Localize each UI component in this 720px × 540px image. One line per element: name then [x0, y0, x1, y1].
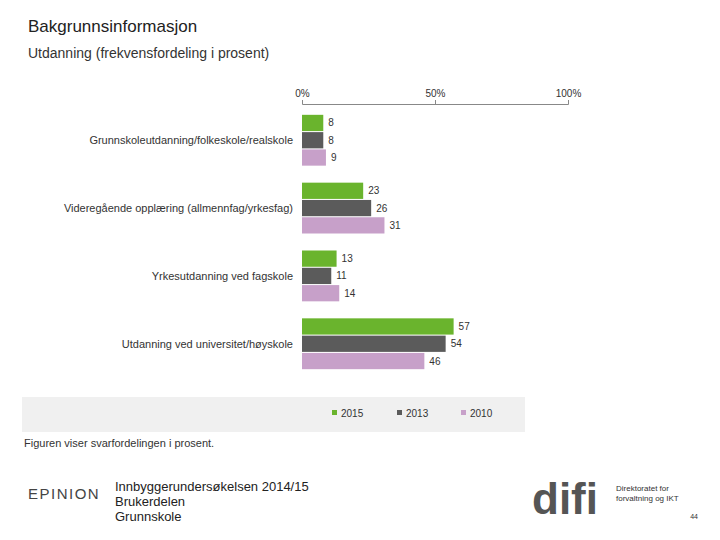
- axis-line: [303, 100, 569, 105]
- data-label: 46: [429, 356, 441, 367]
- right-logo-text: forvaltning og IKT: [616, 494, 679, 503]
- data-label: 57: [459, 321, 471, 332]
- bars: [302, 115, 454, 369]
- tick-mark: [302, 100, 303, 104]
- data-label: 8: [328, 117, 334, 128]
- data-labels: 8 23 13 57 8 26 11 54 9 31 14 46: [328, 117, 470, 366]
- tick-mark: [435, 100, 436, 104]
- tick-mark: [568, 100, 569, 104]
- left-logo: EPINION: [28, 485, 100, 502]
- category-label: Utdanning ved universitet/høyskole: [122, 338, 293, 350]
- chart: Bakgrunnsinformasjon Utdanning (frekvensf…: [0, 0, 720, 540]
- footer-line: Grunnskole: [115, 509, 181, 524]
- title: Bakgrunnsinformasjon: [28, 17, 197, 36]
- legend-marker: [397, 410, 402, 415]
- bar: [302, 250, 337, 266]
- right-logo-text: Direktoratet for: [616, 484, 669, 493]
- tick: 0%: [295, 88, 310, 104]
- data-label: 11: [336, 270, 347, 281]
- tick: 100%: [556, 88, 582, 104]
- data-label: 8: [328, 135, 334, 146]
- bar: [302, 149, 326, 165]
- tick-label: 0%: [295, 88, 310, 99]
- page-number: 44: [690, 513, 698, 520]
- category-label: Yrkesutdanning ved fagskole: [152, 270, 293, 282]
- category-label: Grunnskoleutdanning/folkeskole/realskole: [89, 134, 293, 146]
- subtitle: Utdanning (frekvensfordeling i prosent): [28, 45, 269, 61]
- legend-marker: [461, 410, 466, 415]
- data-label: 9: [331, 152, 337, 163]
- footnote: Figuren viser svarfordelingen i prosent.: [24, 437, 214, 449]
- data-label: 13: [342, 253, 354, 264]
- data-label: 23: [368, 185, 380, 196]
- category-label: Videregående opplæring (allmennfag/yrkes…: [64, 202, 293, 214]
- data-label: 14: [344, 288, 356, 299]
- x-axis: 0% 50% 100%: [295, 88, 581, 105]
- bar: [302, 336, 446, 352]
- category-labels: Grunnskoleutdanning/folkeskole/realskole…: [64, 134, 293, 350]
- data-label: 54: [451, 338, 463, 349]
- legend-marker: [332, 410, 337, 415]
- legend-label: 2010: [470, 408, 493, 419]
- bar: [302, 318, 454, 334]
- bar: [302, 183, 363, 199]
- bar: [302, 115, 323, 131]
- tick-label: 50%: [425, 88, 445, 99]
- tick-label: 100%: [556, 88, 582, 99]
- data-label: 26: [376, 203, 388, 214]
- footer-line: Innbyggerundersøkelsen 2014/15: [115, 479, 309, 494]
- legend-label: 2013: [406, 408, 429, 419]
- bar: [302, 285, 339, 301]
- right-logo: difi: [532, 474, 598, 523]
- bar: [302, 268, 331, 284]
- legend-box: [22, 397, 525, 432]
- legend: 2015 2013 2010: [332, 408, 493, 419]
- bar: [302, 132, 323, 148]
- bar: [302, 200, 371, 216]
- bar: [302, 353, 424, 369]
- data-label: 31: [389, 220, 401, 231]
- bar: [302, 217, 384, 233]
- footer-line: Brukerdelen: [115, 494, 185, 509]
- footer: EPINION Innbyggerundersøkelsen 2014/15Bru…: [28, 474, 698, 524]
- tick: 50%: [425, 88, 445, 104]
- legend-label: 2015: [341, 408, 364, 419]
